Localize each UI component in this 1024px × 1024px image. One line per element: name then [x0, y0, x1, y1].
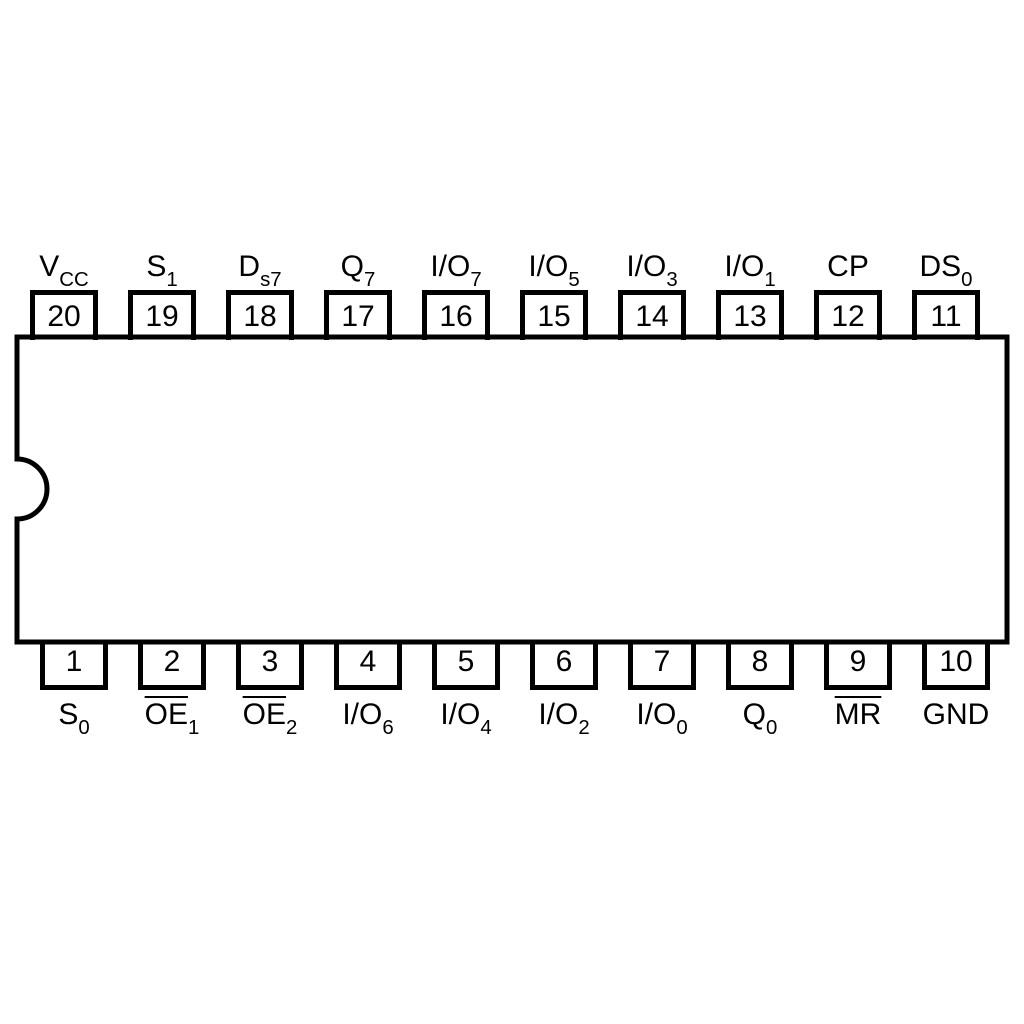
pin-box-4: 4: [334, 640, 402, 690]
pin-number: 2: [164, 645, 181, 679]
pin-label-9: MR: [835, 698, 882, 732]
pin-label-19: S1: [146, 250, 177, 289]
pin-box-8: 8: [726, 640, 794, 690]
pin-box-5: 5: [432, 640, 500, 690]
pin-box-6: 6: [530, 640, 598, 690]
pin-label-20: VCC: [39, 250, 88, 289]
pin-box-13: 13: [716, 290, 784, 340]
pin-number: 10: [939, 645, 972, 679]
pin-number: 8: [752, 645, 769, 679]
pin-box-14: 14: [618, 290, 686, 340]
pin-number: 14: [635, 300, 668, 334]
pin-box-18: 18: [226, 290, 294, 340]
pin-number: 20: [47, 300, 80, 334]
pin-label-14: I/O3: [626, 250, 677, 289]
pin-box-9: 9: [824, 640, 892, 690]
pin-label-18: Ds7: [238, 250, 281, 289]
pin-label-17: Q7: [341, 250, 376, 289]
pin-label-11: DS0: [919, 250, 972, 289]
pin-number: 1: [66, 645, 83, 679]
pin-number: 11: [930, 300, 961, 334]
pin-number: 16: [439, 300, 472, 334]
pin-box-12: 12: [814, 290, 882, 340]
pin-number: 19: [145, 300, 178, 334]
pin-box-20: 20: [30, 290, 98, 340]
pin-label-16: I/O7: [430, 250, 481, 289]
pin-label-8: Q0: [743, 698, 778, 737]
pin-number: 13: [733, 300, 766, 334]
pin-box-3: 3: [236, 640, 304, 690]
pin-label-6: I/O2: [538, 698, 589, 737]
pin-box-16: 16: [422, 290, 490, 340]
pin-label-2: OE1: [145, 698, 200, 737]
pin-label-12: CP: [827, 250, 869, 284]
pin-label-5: I/O4: [440, 698, 491, 737]
pin-label-15: I/O5: [528, 250, 579, 289]
pin-label-3: OE2: [243, 698, 298, 737]
pin-box-7: 7: [628, 640, 696, 690]
pin-box-10: 10: [922, 640, 990, 690]
pin-number: 3: [262, 645, 279, 679]
pin-label-7: I/O0: [636, 698, 687, 737]
pin-label-1: S0: [58, 698, 89, 737]
ic-pinout-diagram: 20VCC19S118Ds717Q716I/O715I/O514I/O313I/…: [0, 0, 1024, 1024]
pin-box-17: 17: [324, 290, 392, 340]
pin-box-11: 11: [912, 290, 980, 340]
pin-number: 12: [831, 300, 864, 334]
pin-number: 17: [341, 300, 374, 334]
pin-label-10: GND: [923, 698, 990, 732]
pin-box-15: 15: [520, 290, 588, 340]
pin-box-19: 19: [128, 290, 196, 340]
pin-number: 5: [458, 645, 475, 679]
pin-number: 9: [850, 645, 867, 679]
pin-number: 18: [243, 300, 276, 334]
pin-number: 15: [537, 300, 570, 334]
pin-box-1: 1: [40, 640, 108, 690]
pin-label-4: I/O6: [342, 698, 393, 737]
chip-body: [0, 0, 1024, 1024]
pin-number: 7: [654, 645, 671, 679]
pin-number: 6: [556, 645, 573, 679]
pin-label-13: I/O1: [724, 250, 775, 289]
pin-box-2: 2: [138, 640, 206, 690]
pin-number: 4: [360, 645, 377, 679]
